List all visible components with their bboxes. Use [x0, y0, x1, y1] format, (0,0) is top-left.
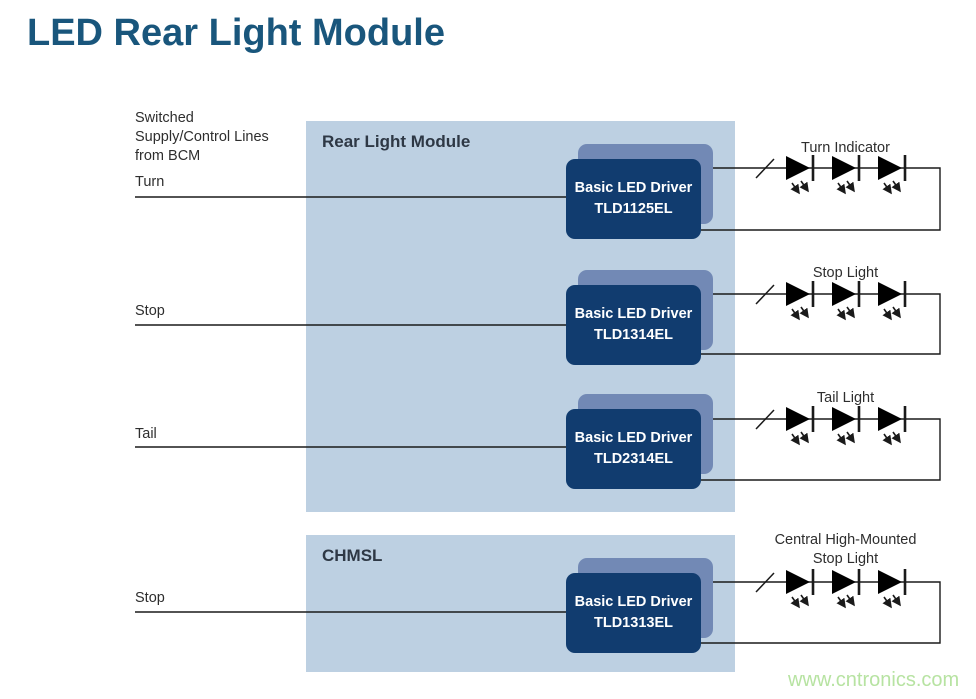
driver-part-number: TLD2314EL	[594, 451, 673, 467]
led-symbol	[832, 406, 859, 444]
driver-part-number: TLD1314EL	[594, 327, 673, 343]
group-heading: CHMSL	[322, 546, 383, 565]
output-loop-wire	[701, 581, 941, 644]
led-symbol	[878, 406, 905, 444]
page-title: LED Rear Light Module	[27, 12, 445, 54]
output-loop-wire	[701, 167, 941, 231]
led-symbol	[786, 155, 813, 193]
led-symbol	[786, 406, 813, 444]
group-heading: Rear Light Module	[322, 132, 471, 151]
input-label-turn: Turn	[135, 174, 165, 190]
wire-slash-icon	[755, 409, 775, 430]
led-chain-chmsl	[786, 569, 905, 607]
input-label-tail: Tail	[135, 426, 157, 442]
output-loop-wire	[701, 418, 941, 481]
output-loop-wire	[701, 293, 941, 355]
led-chain-tail-light	[786, 406, 905, 444]
output-label-stop-light: Stop Light	[812, 265, 879, 281]
supply-label-line: Switched	[135, 110, 194, 126]
led-chain-stop-light	[786, 281, 905, 319]
driver-name: Basic LED Driver	[574, 430, 693, 446]
driver-name: Basic LED Driver	[574, 180, 693, 196]
led-symbol	[878, 281, 905, 319]
driver-block-tld1313el: Basic LED Driver TLD1313EL	[566, 573, 701, 653]
driver-block-tld1125el: Basic LED Driver TLD1125EL	[566, 159, 701, 239]
driver-part-number: TLD1125EL	[594, 201, 673, 217]
driver-block-tld2314el: Basic LED Driver TLD2314EL	[566, 409, 701, 489]
driver-part-number: TLD1313EL	[594, 615, 673, 631]
output-label-chmsl: Central High-Mounted Stop Light	[774, 532, 917, 567]
input-label-stop-chmsl: Stop	[135, 590, 165, 606]
supply-label: Switched Supply/Control Lines from BCM	[135, 109, 325, 166]
led-symbol	[786, 281, 813, 319]
driver-name: Basic LED Driver	[574, 306, 693, 322]
wire-slash-icon	[755, 572, 775, 593]
supply-label-line: Supply/Control Lines	[135, 129, 269, 145]
driver-name: Basic LED Driver	[574, 594, 693, 610]
driver-block-tld1314el: Basic LED Driver TLD1314EL	[566, 285, 701, 365]
led-symbol	[832, 569, 859, 607]
led-symbol	[832, 281, 859, 319]
led-symbol	[832, 155, 859, 193]
output-label-tail-light: Tail Light	[816, 390, 875, 406]
input-label-stop: Stop	[135, 303, 165, 319]
led-symbol	[786, 569, 813, 607]
led-symbol	[878, 155, 905, 193]
watermark: www.cntronics.com	[788, 669, 960, 691]
led-symbol	[878, 569, 905, 607]
supply-label-line: from BCM	[135, 148, 201, 164]
led-chain-turn-indicator	[786, 155, 905, 193]
wire-slash-icon	[755, 284, 775, 305]
wire-slash-icon	[755, 158, 775, 179]
output-label-turn-indicator: Turn Indicator	[801, 140, 890, 156]
